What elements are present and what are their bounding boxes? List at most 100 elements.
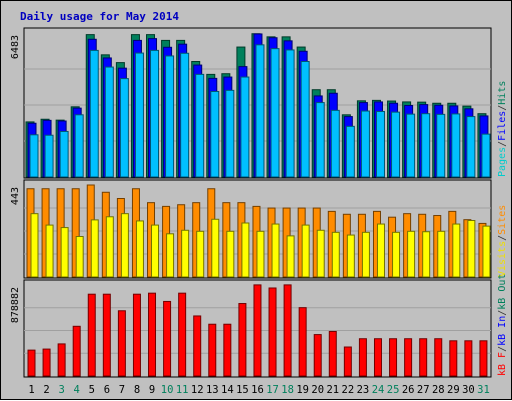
bar-pages <box>134 52 144 178</box>
bar-visits <box>105 216 114 278</box>
bar-pages <box>240 76 250 178</box>
bar-kb-f <box>268 287 277 377</box>
bar-visits <box>271 223 280 278</box>
legend-entry: kB In <box>497 316 508 346</box>
bar-visits <box>437 230 446 278</box>
bar-pages <box>59 130 69 178</box>
bar-kb-f <box>132 293 141 377</box>
chart-title: Daily usage for May 2014 <box>20 10 179 23</box>
bar-visits <box>166 233 175 278</box>
x-axis-labels: 1 2 3 4 5 6 7 8 9 10 11 12 13 14 15 16 17 18 19 20 21 22 23 24 2… <box>28 384 489 396</box>
bar-pages <box>451 113 461 178</box>
bar-kb-f <box>178 292 187 377</box>
bar-kb-f <box>464 340 473 377</box>
x-tick-label: 10 <box>161 384 174 396</box>
bar-pages <box>150 49 160 178</box>
bar-pages <box>466 116 476 178</box>
bar-kb-f <box>193 315 202 377</box>
legend-entry: Hits <box>497 81 508 105</box>
bar-visits <box>407 230 416 278</box>
bar-pages <box>29 134 39 178</box>
bar-kb-f <box>449 340 458 377</box>
legend: Pages/Files/Hits <box>497 81 508 177</box>
x-tick-label: 14 <box>221 384 234 396</box>
bar-visits <box>452 223 461 278</box>
x-tick-label: 20 <box>311 384 324 396</box>
bar-kb-f <box>343 346 352 377</box>
bar-kb-f <box>389 338 398 377</box>
legend-entry: Sites <box>497 205 508 235</box>
bar-pages <box>481 133 491 178</box>
legend-entry: Visits <box>497 241 508 277</box>
bar-visits <box>346 234 355 278</box>
x-tick-label: 11 <box>176 384 189 396</box>
x-tick-label: 29 <box>447 384 460 396</box>
bar-pages <box>104 66 114 178</box>
x-tick-label: 6 <box>104 384 110 396</box>
bar-pages <box>165 55 175 178</box>
bar-pages <box>119 78 129 178</box>
y-max-label: 443 <box>10 187 21 205</box>
x-tick-label: 17 <box>266 384 279 396</box>
x-tick-label: 12 <box>191 384 204 396</box>
bar-pages <box>421 113 431 178</box>
bar-visits <box>482 225 491 278</box>
x-tick-label: 24 <box>372 384 385 396</box>
bar-visits <box>60 227 69 278</box>
x-tick-label: 30 <box>462 384 475 396</box>
bar-kb-f <box>283 284 292 377</box>
bar-kb-f <box>419 338 428 377</box>
legend-entry: / <box>497 235 508 241</box>
bar-pages <box>270 48 280 178</box>
bar-visits <box>467 220 476 278</box>
bar-pages <box>255 44 265 178</box>
bar-visits <box>135 220 144 278</box>
bar-pages <box>375 110 385 178</box>
bars-visits <box>26 184 491 278</box>
bar-pages <box>330 109 340 178</box>
legend-entry: kB F <box>497 352 508 376</box>
legend-entry: kB Out <box>497 274 508 310</box>
bar-pages <box>300 60 310 178</box>
bar-visits <box>151 224 160 278</box>
x-tick-label: 26 <box>402 384 415 396</box>
bar-kb-f <box>87 293 96 377</box>
bar-pages <box>315 102 325 178</box>
bar-kb-f <box>253 284 262 377</box>
bar-kb-f <box>434 338 443 377</box>
bar-visits <box>196 230 205 278</box>
legend-entry: / <box>497 310 508 316</box>
x-tick-label: 13 <box>206 384 219 396</box>
x-tick-label: 19 <box>296 384 309 396</box>
x-tick-label: 21 <box>326 384 339 396</box>
bar-visits <box>361 231 370 278</box>
bar-visits <box>75 236 84 278</box>
legend: kB F/kB In/kB Out <box>497 274 508 376</box>
bar-pages <box>360 110 370 178</box>
bar-pages <box>195 73 205 178</box>
bar-pages <box>74 114 84 178</box>
bar-kb-f <box>223 323 232 377</box>
bars-kbytes <box>27 284 488 377</box>
y-max-label: 6483 <box>10 35 21 59</box>
bar-kb-f <box>479 340 488 377</box>
x-tick-label: 4 <box>74 384 80 396</box>
bars-hits <box>25 33 491 178</box>
bar-visits <box>376 223 385 278</box>
bar-visits <box>316 229 325 278</box>
y-max-label: 878882 <box>10 287 21 323</box>
bar-visits <box>286 235 295 278</box>
x-tick-label: 22 <box>342 384 355 396</box>
x-tick-label: 1 <box>28 384 34 396</box>
legend-entry: / <box>497 141 508 147</box>
bar-visits <box>120 213 129 278</box>
bar-kb-f <box>117 310 126 377</box>
bar-kb-f <box>148 292 157 377</box>
bar-kb-f <box>238 303 247 377</box>
x-tick-label: 27 <box>417 384 430 396</box>
bar-visits <box>301 224 310 278</box>
bar-pages <box>210 90 220 178</box>
